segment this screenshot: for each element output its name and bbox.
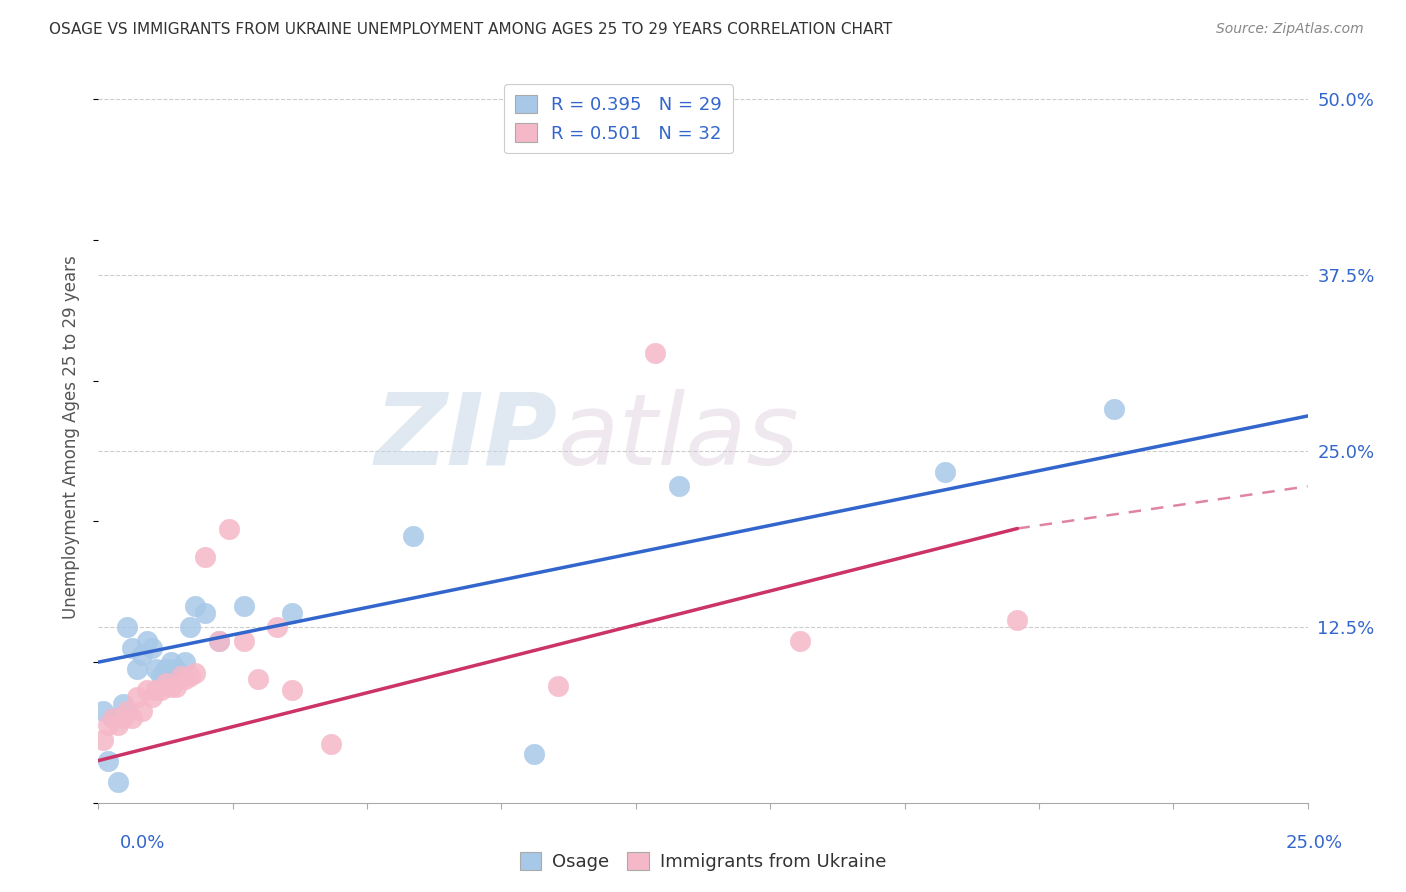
Point (523, 747, 546, 761)
Point (127, 662, 149, 676)
Point (160, 655, 183, 669)
Text: ZIP: ZIP (375, 389, 558, 485)
Point (97, 718, 120, 732)
Point (169, 669, 191, 683)
Point (91, 732, 114, 747)
Point (135, 634, 157, 648)
Text: atlas: atlas (558, 389, 800, 485)
Point (232, 599, 254, 613)
Point (165, 681, 187, 695)
Point (155, 662, 177, 676)
Point (97, 754, 120, 768)
Point (160, 681, 183, 695)
Point (145, 662, 167, 676)
Point (111, 711, 134, 725)
Point (934, 465, 956, 479)
Legend: R = 0.395   N = 29, R = 0.501   N = 32: R = 0.395 N = 29, R = 0.501 N = 32 (505, 84, 733, 153)
Point (319, 737, 342, 751)
Point (141, 641, 163, 656)
Point (155, 676, 177, 690)
Point (179, 669, 201, 683)
Point (111, 698, 134, 712)
Point (174, 655, 197, 669)
Text: 25.0%: 25.0% (1285, 834, 1343, 852)
Point (281, 683, 304, 698)
Point (117, 705, 139, 719)
Y-axis label: Unemployment Among Ages 25 to 29 years: Unemployment Among Ages 25 to 29 years (62, 255, 80, 619)
Point (281, 606, 304, 620)
Point (150, 683, 173, 698)
Point (145, 683, 167, 698)
Text: OSAGE VS IMMIGRANTS FROM UKRAINE UNEMPLOYMENT AMONG AGES 25 TO 29 YEARS CORRELAT: OSAGE VS IMMIGRANTS FROM UKRAINE UNEMPLO… (49, 22, 893, 37)
Point (668, 479, 690, 493)
Point (266, 620, 288, 634)
Point (91, 705, 114, 719)
Point (131, 648, 153, 662)
Point (232, 634, 254, 648)
Text: 0.0%: 0.0% (120, 834, 165, 852)
Point (1007, 613, 1029, 627)
Point (121, 641, 143, 656)
Point (101, 711, 124, 725)
Point (131, 705, 153, 719)
Legend: Osage, Immigrants from Ukraine: Osage, Immigrants from Ukraine (513, 845, 893, 879)
Point (174, 672, 197, 686)
Point (141, 690, 163, 705)
Point (101, 711, 124, 725)
Point (208, 634, 231, 648)
Point (218, 521, 240, 535)
Point (208, 634, 231, 648)
Point (247, 672, 270, 686)
Point (402, 528, 425, 542)
Point (184, 599, 207, 613)
Point (179, 620, 201, 634)
Point (644, 345, 666, 359)
Point (184, 666, 207, 681)
Point (135, 683, 157, 698)
Point (789, 634, 811, 648)
Point (194, 549, 217, 564)
Point (547, 679, 569, 693)
Point (194, 606, 217, 620)
Point (107, 718, 129, 732)
Point (107, 774, 129, 789)
Point (169, 669, 191, 683)
Point (121, 711, 143, 725)
Point (165, 662, 187, 676)
Text: Source: ZipAtlas.com: Source: ZipAtlas.com (1216, 22, 1364, 37)
Point (1102, 401, 1125, 416)
Point (150, 669, 173, 683)
Point (117, 620, 139, 634)
Point (127, 690, 149, 705)
